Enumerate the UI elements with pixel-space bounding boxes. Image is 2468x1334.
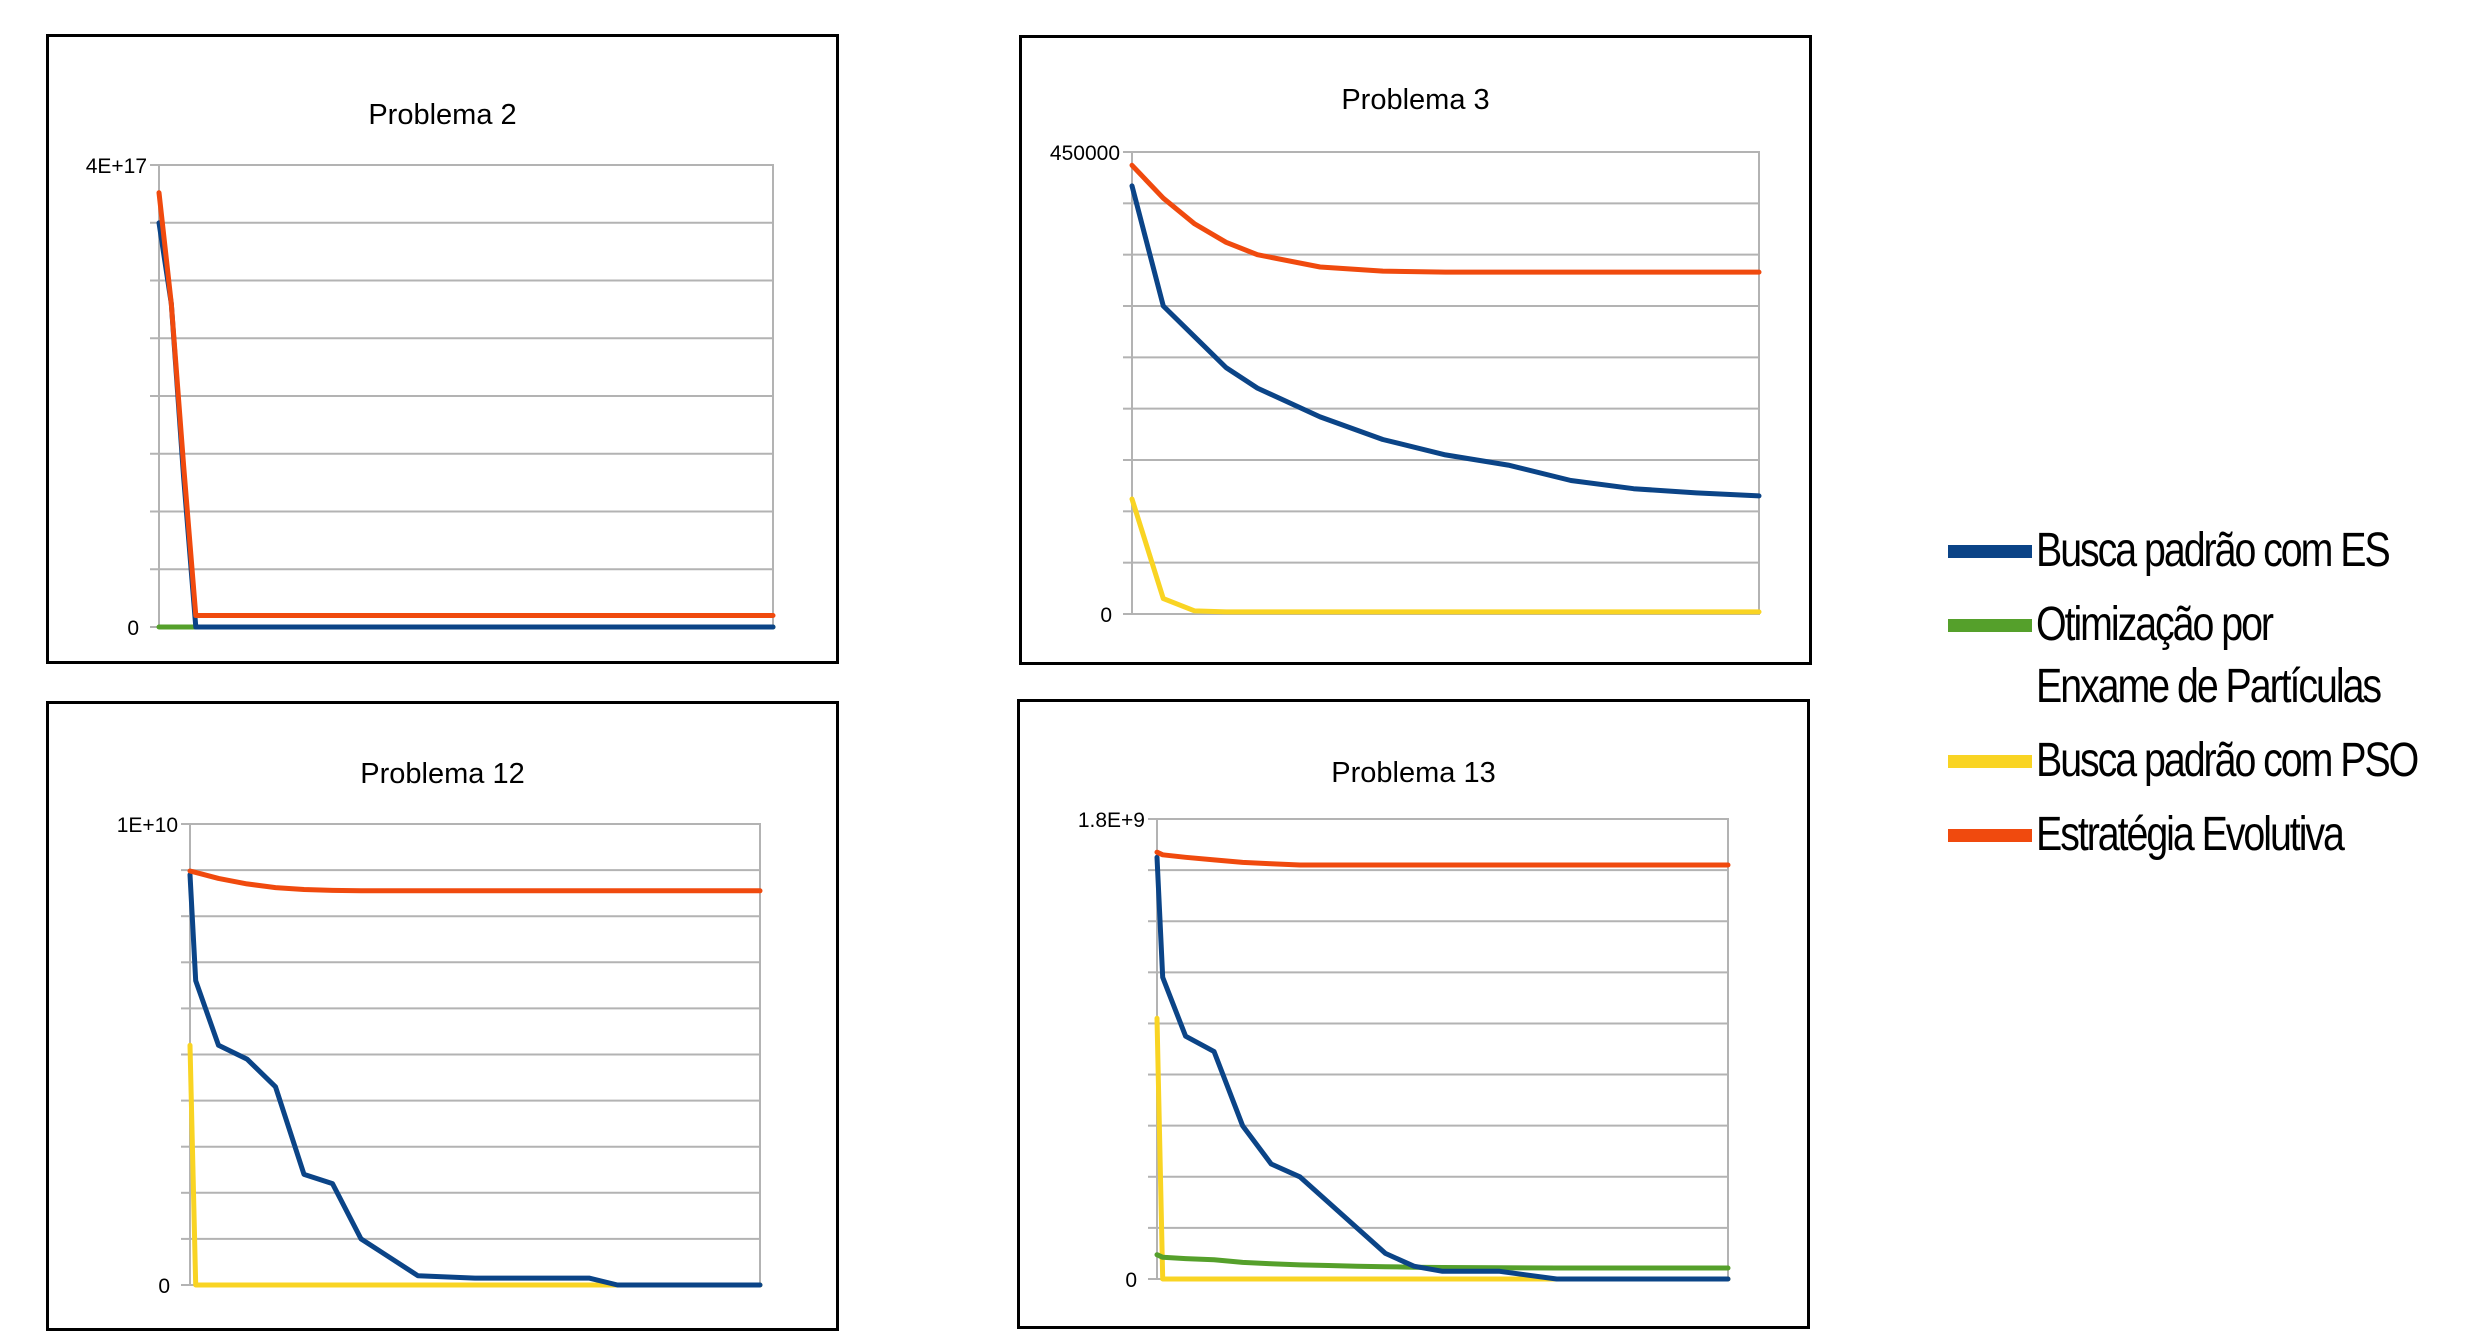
chart-panel-problema-3: Problema 3 450000 0 bbox=[1019, 35, 1812, 665]
legend-label: Busca padrão com PSO bbox=[2036, 734, 2419, 787]
legend-item: Estratégia Evolutiva bbox=[1948, 804, 2468, 866]
legend-swatch bbox=[1948, 545, 2032, 558]
y-tick-label: 0 bbox=[1125, 1269, 1137, 1292]
chart-title: Problema 13 bbox=[1331, 757, 1496, 789]
chart-legend: Busca padrão com ES Otimização por Enxam… bbox=[1948, 520, 2468, 886]
series-line-busca-padrao-com-pso bbox=[1129, 496, 1762, 615]
series-line-estrategia-evolutiva bbox=[156, 190, 776, 618]
series-line-busca-padrao-com-es bbox=[156, 220, 776, 630]
series-line-estrategia-evolutiva bbox=[187, 868, 763, 894]
series-line-otimizacao-por-enxame-de-particulas bbox=[1154, 1252, 1731, 1271]
plot-area bbox=[1131, 151, 1760, 615]
series-line-busca-padrao-com-pso bbox=[187, 1042, 763, 1288]
chart-title: Problema 2 bbox=[368, 99, 517, 131]
legend-label: Estratégia Evolutiva bbox=[2036, 808, 2345, 861]
y-tick-label: 1E+10 bbox=[117, 814, 178, 837]
chart-plot: 1.8E+9 0 bbox=[1078, 809, 1731, 1292]
chart-title: Problema 12 bbox=[360, 758, 525, 790]
chart-plot: 1E+10 0 bbox=[117, 814, 763, 1298]
chart-panel-problema-13: Problema 13 1.8E+9 0 bbox=[1017, 699, 1810, 1329]
chart-panel-problema-12: Problema 12 1E+10 0 bbox=[46, 701, 839, 1331]
series-line-busca-padrao-com-es bbox=[187, 872, 763, 1288]
y-tick-label: 1.8E+9 bbox=[1078, 809, 1145, 832]
y-tick-label: 4E+17 bbox=[86, 155, 147, 178]
legend-swatch bbox=[1948, 619, 2032, 632]
chart-plot: 4E+17 0 bbox=[86, 155, 776, 640]
chart-panel-problema-2: Problema 2 4E+17 0 bbox=[46, 34, 839, 664]
series-line-busca-padrao-com-pso bbox=[1154, 1015, 1731, 1282]
legend-label: Busca padrão com ES bbox=[2036, 524, 2391, 577]
y-tick-label: 0 bbox=[1100, 604, 1112, 627]
legend-swatch bbox=[1948, 755, 2032, 768]
legend-item: Otimização por Enxame de Partículas bbox=[1948, 594, 2468, 718]
legend-swatch bbox=[1948, 829, 2032, 842]
series-line-estrategia-evolutiva bbox=[1129, 162, 1762, 275]
legend-item: Busca padrão com ES bbox=[1948, 520, 2468, 582]
legend-label: Otimização por Enxame de Partículas bbox=[2036, 598, 2382, 713]
series-line-estrategia-evolutiva bbox=[1154, 849, 1731, 868]
series-line-busca-padrao-com-es bbox=[1129, 183, 1762, 499]
y-tick-label: 450000 bbox=[1050, 142, 1120, 165]
chart-plot: 450000 0 bbox=[1050, 142, 1762, 627]
legend-item: Busca padrão com PSO bbox=[1948, 730, 2468, 792]
chart-title: Problema 3 bbox=[1341, 84, 1490, 116]
y-tick-label: 0 bbox=[158, 1275, 170, 1298]
y-tick-label: 0 bbox=[127, 617, 139, 640]
plot-area bbox=[1156, 818, 1729, 1280]
series-line-busca-padrao-com-es bbox=[1154, 854, 1731, 1282]
